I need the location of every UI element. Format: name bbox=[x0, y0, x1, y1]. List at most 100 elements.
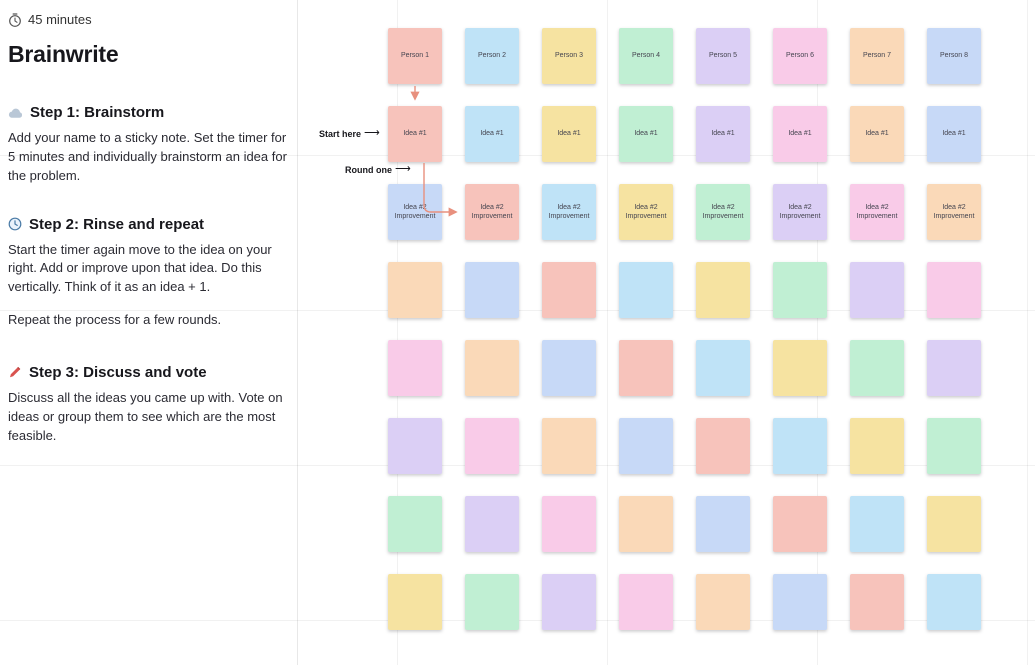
sticky-note[interactable] bbox=[465, 496, 519, 552]
sticky-note[interactable] bbox=[927, 340, 981, 396]
step-3-heading: Step 3: Discuss and vote bbox=[29, 363, 207, 381]
sticky-note[interactable] bbox=[388, 262, 442, 318]
sticky-note-label: Idea #1 bbox=[634, 130, 658, 138]
sticky-note-label: Idea #2 Improvement bbox=[394, 203, 436, 220]
sticky-note[interactable]: Person 4 bbox=[619, 28, 673, 84]
sticky-note[interactable]: Person 5 bbox=[696, 28, 750, 84]
sticky-note[interactable] bbox=[696, 340, 750, 396]
sticky-note[interactable] bbox=[927, 418, 981, 474]
sticky-note[interactable] bbox=[696, 418, 750, 474]
sticky-note[interactable] bbox=[619, 262, 673, 318]
sticky-note-label: Idea #2 Improvement bbox=[471, 203, 513, 220]
sticky-note[interactable] bbox=[542, 574, 596, 630]
step-2-section: Step 2: Rinse and repeat Start the timer… bbox=[8, 216, 290, 330]
sticky-note[interactable] bbox=[850, 574, 904, 630]
sticky-note[interactable]: Idea #1 bbox=[927, 106, 981, 162]
sticky-note[interactable] bbox=[465, 340, 519, 396]
sticky-note[interactable]: Idea #2 Improvement bbox=[773, 184, 827, 240]
step-2-heading: Step 2: Rinse and repeat bbox=[29, 215, 205, 233]
sticky-note[interactable] bbox=[773, 496, 827, 552]
sticky-note[interactable]: Idea #1 bbox=[773, 106, 827, 162]
sticky-note[interactable]: Person 8 bbox=[927, 28, 981, 84]
sticky-note[interactable] bbox=[696, 496, 750, 552]
sticky-note[interactable]: Person 7 bbox=[850, 28, 904, 84]
sticky-note[interactable] bbox=[542, 418, 596, 474]
sticky-note[interactable] bbox=[619, 340, 673, 396]
sticky-note[interactable] bbox=[927, 574, 981, 630]
sticky-note[interactable] bbox=[619, 496, 673, 552]
sticky-note[interactable] bbox=[850, 340, 904, 396]
sticky-note-label: Idea #1 bbox=[788, 130, 812, 138]
sticky-note[interactable] bbox=[850, 262, 904, 318]
sticky-note[interactable] bbox=[850, 496, 904, 552]
sticky-note[interactable] bbox=[927, 496, 981, 552]
sticky-note[interactable] bbox=[927, 262, 981, 318]
sticky-note[interactable] bbox=[388, 574, 442, 630]
sticky-note[interactable] bbox=[388, 340, 442, 396]
step-2-text-1: Start the timer again move to the idea o… bbox=[8, 241, 272, 295]
step-1-text: Add your name to a sticky note. Set the … bbox=[8, 130, 287, 183]
sticky-note[interactable] bbox=[850, 418, 904, 474]
sticky-note[interactable]: Idea #2 Improvement bbox=[850, 184, 904, 240]
section-divider bbox=[297, 0, 298, 665]
right-arrow-icon: ⟶ bbox=[395, 163, 411, 175]
sticky-note[interactable] bbox=[388, 496, 442, 552]
start-here-label[interactable]: Start here ⟶ bbox=[319, 128, 380, 139]
sticky-note[interactable]: Person 2 bbox=[465, 28, 519, 84]
sticky-note-label: Person 1 bbox=[400, 52, 430, 60]
sticky-note[interactable]: Idea #1 bbox=[850, 106, 904, 162]
sticky-note-label: Idea #2 Improvement bbox=[702, 203, 744, 220]
sticky-note-label: Idea #2 Improvement bbox=[548, 203, 590, 220]
sticky-note[interactable]: Idea #1 bbox=[388, 106, 442, 162]
sticky-note[interactable] bbox=[696, 574, 750, 630]
sticky-note[interactable]: Idea #2 Improvement bbox=[696, 184, 750, 240]
timer-icon bbox=[9, 12, 21, 27]
sticky-note-label: Idea #1 bbox=[403, 130, 427, 138]
sticky-note[interactable]: Idea #1 bbox=[542, 106, 596, 162]
sticky-note[interactable] bbox=[542, 340, 596, 396]
sticky-note-label: Idea #2 Improvement bbox=[625, 203, 667, 220]
step-1-section: Step 1: Brainstorm Add your name to a st… bbox=[8, 104, 290, 186]
sticky-note[interactable] bbox=[465, 418, 519, 474]
sticky-note[interactable]: Idea #2 Improvement bbox=[465, 184, 519, 240]
sticky-note[interactable]: Idea #1 bbox=[619, 106, 673, 162]
sticky-note[interactable]: Idea #2 Improvement bbox=[927, 184, 981, 240]
sticky-note-label: Person 3 bbox=[554, 52, 584, 60]
sticky-note[interactable] bbox=[542, 262, 596, 318]
sticky-note[interactable]: Idea #1 bbox=[696, 106, 750, 162]
sticky-note[interactable] bbox=[773, 574, 827, 630]
canvas-gridline bbox=[1027, 0, 1028, 665]
sticky-note[interactable] bbox=[696, 262, 750, 318]
round-one-label[interactable]: Round one ⟶ bbox=[345, 164, 411, 175]
sticky-note-label: Idea #1 bbox=[557, 130, 581, 138]
sticky-note[interactable] bbox=[465, 262, 519, 318]
sticky-note[interactable] bbox=[619, 418, 673, 474]
sticky-note[interactable]: Person 6 bbox=[773, 28, 827, 84]
sticky-note[interactable]: Person 1 bbox=[388, 28, 442, 84]
canvas-gridline bbox=[817, 0, 818, 665]
sticky-note[interactable] bbox=[773, 262, 827, 318]
sticky-note[interactable] bbox=[542, 496, 596, 552]
sticky-note-label: Person 2 bbox=[477, 52, 507, 60]
sticky-note[interactable] bbox=[465, 574, 519, 630]
step-3-text: Discuss all the ideas you came up with. … bbox=[8, 389, 283, 443]
sticky-note-label: Person 7 bbox=[862, 52, 892, 60]
sticky-note[interactable] bbox=[388, 418, 442, 474]
sticky-note[interactable]: Idea #1 bbox=[465, 106, 519, 162]
sticky-grid[interactable]: Person 1 Person 2 Person 3 Person 4 Person 5… bbox=[388, 28, 981, 630]
sticky-note[interactable] bbox=[773, 340, 827, 396]
sticky-note[interactable] bbox=[619, 574, 673, 630]
right-arrow-icon: ⟶ bbox=[364, 127, 380, 139]
sticky-note[interactable] bbox=[773, 418, 827, 474]
sticky-note-label: Idea #1 bbox=[865, 130, 889, 138]
duration-row: 45 minutes bbox=[8, 12, 290, 27]
round-one-text: Round one bbox=[345, 164, 392, 175]
sticky-note[interactable]: Idea #2 Improvement bbox=[542, 184, 596, 240]
sticky-note[interactable]: Person 3 bbox=[542, 28, 596, 84]
step-2-body: Start the timer again move to the idea o… bbox=[8, 241, 290, 330]
sticky-note[interactable]: Idea #2 Improvement bbox=[619, 184, 673, 240]
sticky-note-label: Person 8 bbox=[939, 52, 969, 60]
sticky-note-label: Idea #2 Improvement bbox=[856, 203, 898, 220]
cloud-icon bbox=[8, 108, 23, 118]
sticky-note[interactable]: Idea #2 Improvement bbox=[388, 184, 442, 240]
